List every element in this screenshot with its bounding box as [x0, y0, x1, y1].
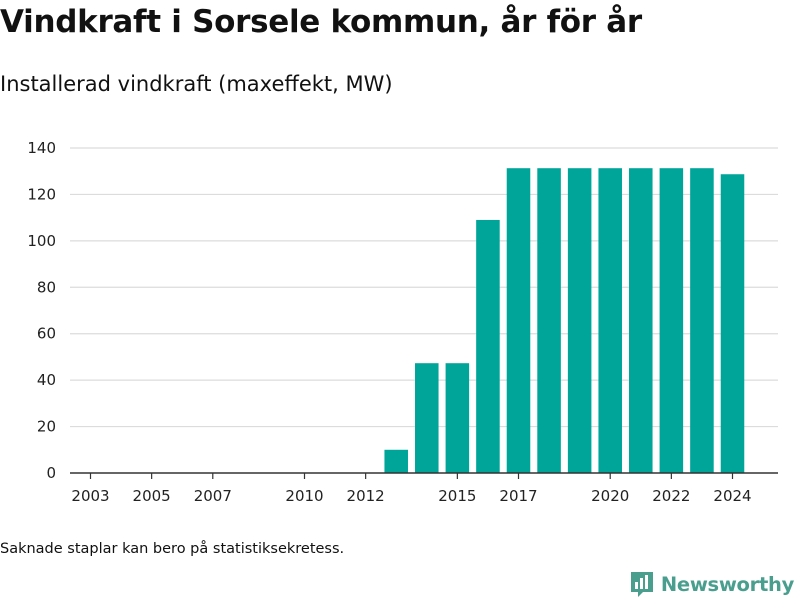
- chart-subtitle: Installerad vindkraft (maxeffekt, MW): [0, 72, 393, 96]
- y-tick-label: 120: [27, 185, 56, 203]
- bar-2019: [567, 168, 592, 474]
- x-tick-label: 2020: [591, 487, 629, 505]
- x-tick-label: 2005: [133, 487, 171, 505]
- brand-logo: Newsworthy: [629, 568, 794, 600]
- x-tick-label: 2015: [438, 487, 476, 505]
- bar-2016: [476, 219, 500, 473]
- axes: 0 20 40 60 80 100 120 140 2003 2005 2007 2010 2012 20…: [27, 139, 778, 505]
- y-tick-label: 20: [37, 418, 56, 436]
- bar-2024: [720, 174, 745, 473]
- y-tick-label: 0: [46, 464, 56, 482]
- x-tick-label: 2010: [285, 487, 323, 505]
- bar-2013: [384, 449, 408, 473]
- newsworthy-logo-icon: [630, 572, 653, 597]
- bar-2017: [506, 168, 531, 474]
- y-tick-label: 100: [27, 232, 56, 250]
- brand-name: Newsworthy: [660, 572, 794, 596]
- bar-2014: [415, 363, 439, 473]
- bars: [384, 168, 745, 474]
- footnote: Saknade staplar kan bero på statistiksek…: [0, 541, 345, 557]
- bar-2023: [690, 168, 714, 474]
- bar-2015: [445, 363, 470, 473]
- x-tick-label: 2024: [713, 487, 751, 505]
- x-tick-label: 2007: [194, 487, 232, 505]
- y-tick-label: 60: [37, 325, 56, 343]
- x-tick-label: 2022: [652, 487, 690, 505]
- bar-2022: [659, 168, 684, 474]
- y-tick-label: 80: [37, 278, 56, 296]
- bar-2020: [598, 168, 622, 474]
- bar-2021: [629, 168, 653, 474]
- chart-title: Vindkraft i Sorsele kommun, år för år: [0, 4, 642, 40]
- y-tick-label: 140: [27, 139, 56, 157]
- x-tick-label: 2017: [499, 487, 537, 505]
- x-tick-label: 2012: [347, 487, 385, 505]
- y-tick-label: 40: [37, 371, 56, 389]
- x-tick-label: 2003: [71, 487, 109, 505]
- bar-2018: [537, 168, 561, 474]
